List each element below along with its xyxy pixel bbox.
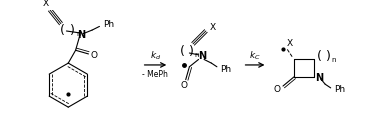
Text: (: (	[60, 24, 65, 37]
Text: N: N	[316, 73, 324, 83]
Text: X: X	[42, 0, 49, 8]
Text: ): )	[189, 45, 194, 58]
Text: (: (	[180, 45, 184, 58]
Text: n: n	[195, 52, 199, 58]
Text: Ph: Ph	[334, 85, 345, 94]
Text: O: O	[180, 81, 187, 90]
Text: N: N	[198, 51, 206, 61]
Text: (: (	[317, 50, 322, 63]
Text: X: X	[286, 39, 292, 48]
Text: Ph: Ph	[103, 20, 114, 29]
Text: n: n	[76, 31, 81, 37]
Text: Ph: Ph	[220, 65, 232, 74]
Text: $k_C$: $k_C$	[249, 50, 260, 62]
Text: $k_d$: $k_d$	[150, 50, 161, 62]
Text: ): )	[70, 24, 75, 37]
Text: ): )	[326, 50, 330, 63]
Text: O: O	[274, 85, 281, 94]
Text: n: n	[331, 57, 336, 63]
Text: O: O	[91, 51, 97, 60]
Text: - MePh: - MePh	[142, 70, 168, 79]
Text: X: X	[210, 23, 216, 32]
Text: N: N	[77, 30, 85, 40]
